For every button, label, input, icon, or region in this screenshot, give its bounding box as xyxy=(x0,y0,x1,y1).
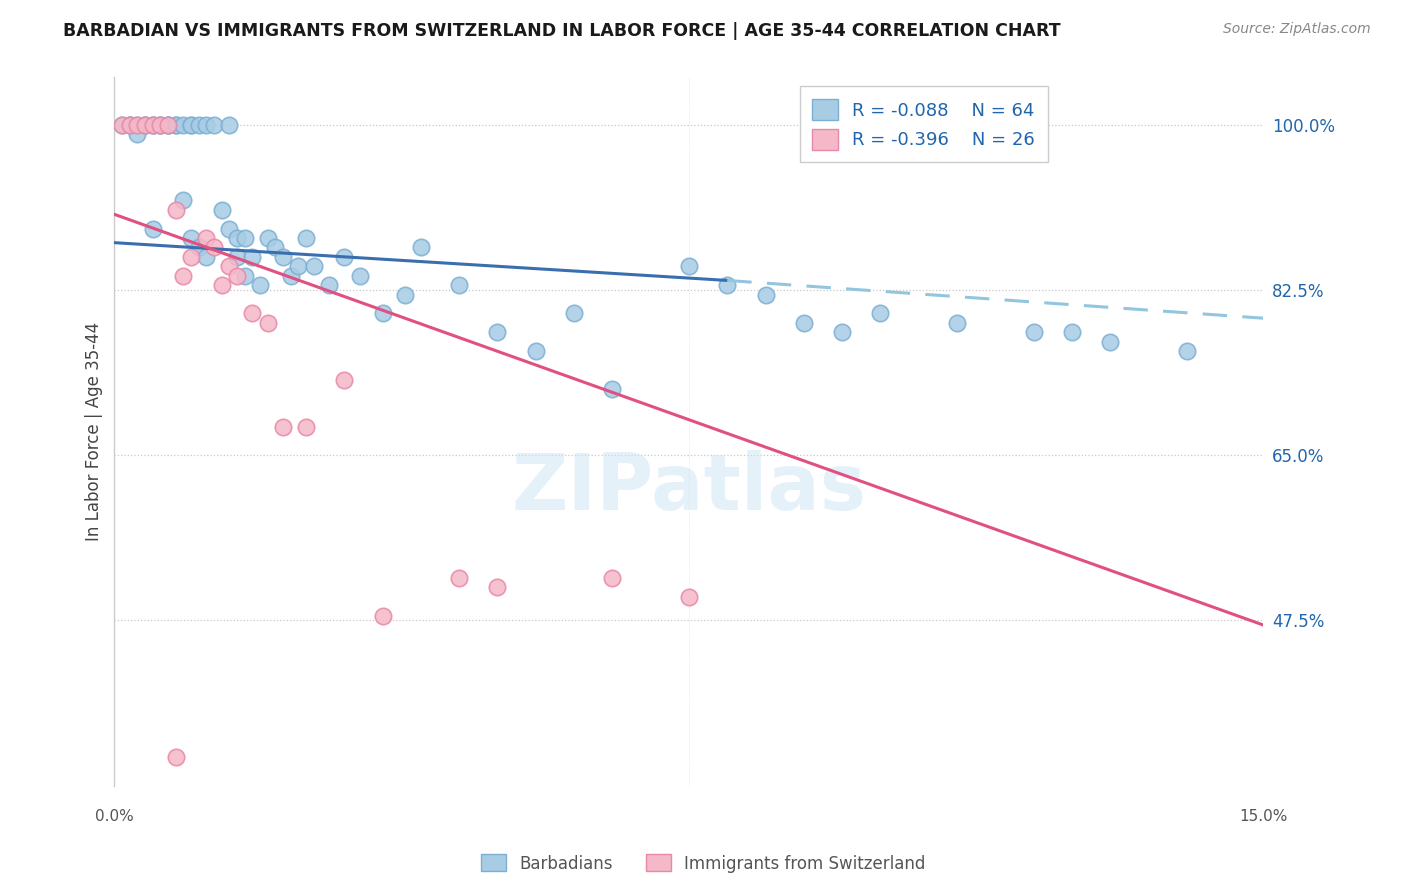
Point xyxy=(118,118,141,132)
Point xyxy=(349,268,371,283)
Point xyxy=(165,202,187,217)
Point xyxy=(157,118,180,132)
Point xyxy=(218,260,240,274)
Point xyxy=(172,268,194,283)
Point xyxy=(134,118,156,132)
Point xyxy=(793,316,815,330)
Point xyxy=(142,118,165,132)
Point xyxy=(165,118,187,132)
Point xyxy=(127,118,149,132)
Point xyxy=(226,250,249,264)
Point xyxy=(240,306,263,320)
Point xyxy=(1022,326,1045,340)
Point xyxy=(195,118,218,132)
Point xyxy=(678,260,700,274)
Y-axis label: In Labor Force | Age 35-44: In Labor Force | Age 35-44 xyxy=(86,322,103,541)
Point xyxy=(195,231,218,245)
Point xyxy=(226,268,249,283)
Point xyxy=(302,260,325,274)
Point xyxy=(218,221,240,235)
Point xyxy=(287,260,309,274)
Point xyxy=(562,306,585,320)
Point xyxy=(256,231,278,245)
Point xyxy=(134,118,156,132)
Point xyxy=(149,118,172,132)
Point xyxy=(678,590,700,604)
Point xyxy=(449,571,471,585)
Point xyxy=(226,231,249,245)
Point xyxy=(127,118,149,132)
Point xyxy=(295,419,318,434)
Point xyxy=(486,326,509,340)
Point xyxy=(486,580,509,594)
Point xyxy=(187,118,209,132)
Point xyxy=(202,118,225,132)
Point xyxy=(1060,326,1083,340)
Point xyxy=(318,278,340,293)
Point xyxy=(409,240,432,254)
Point xyxy=(602,382,624,396)
Point xyxy=(187,240,209,254)
Point xyxy=(118,118,141,132)
Point xyxy=(118,118,141,132)
Point xyxy=(449,278,471,293)
Point xyxy=(333,250,356,264)
Point xyxy=(180,118,202,132)
Legend: Barbadians, Immigrants from Switzerland: Barbadians, Immigrants from Switzerland xyxy=(474,847,932,880)
Point xyxy=(149,118,172,132)
Point xyxy=(716,278,738,293)
Point xyxy=(333,373,356,387)
Point xyxy=(831,326,853,340)
Point xyxy=(172,193,194,207)
Point xyxy=(869,306,891,320)
Point xyxy=(394,287,416,301)
Point xyxy=(233,268,256,283)
Point xyxy=(1099,334,1122,349)
Point xyxy=(211,202,233,217)
Point xyxy=(211,278,233,293)
Point xyxy=(180,231,202,245)
Point xyxy=(271,419,294,434)
Text: 15.0%: 15.0% xyxy=(1239,809,1288,824)
Point xyxy=(233,231,256,245)
Point xyxy=(157,118,180,132)
Point xyxy=(165,750,187,764)
Point xyxy=(1175,344,1198,359)
Text: BARBADIAN VS IMMIGRANTS FROM SWITZERLAND IN LABOR FORCE | AGE 35-44 CORRELATION : BARBADIAN VS IMMIGRANTS FROM SWITZERLAND… xyxy=(63,22,1062,40)
Point xyxy=(371,608,394,623)
Point xyxy=(602,571,624,585)
Point xyxy=(946,316,969,330)
Point xyxy=(295,231,318,245)
Point xyxy=(754,287,776,301)
Point xyxy=(218,118,240,132)
Point xyxy=(172,118,194,132)
Point xyxy=(127,127,149,141)
Point xyxy=(142,118,165,132)
Point xyxy=(165,118,187,132)
Text: 0.0%: 0.0% xyxy=(96,809,134,824)
Point xyxy=(195,250,218,264)
Point xyxy=(249,278,271,293)
Point xyxy=(134,118,156,132)
Text: Source: ZipAtlas.com: Source: ZipAtlas.com xyxy=(1223,22,1371,37)
Point xyxy=(157,118,180,132)
Point xyxy=(180,250,202,264)
Legend: R = -0.088    N = 64, R = -0.396    N = 26: R = -0.088 N = 64, R = -0.396 N = 26 xyxy=(800,87,1047,162)
Point xyxy=(271,250,294,264)
Point xyxy=(142,221,165,235)
Point xyxy=(280,268,302,283)
Point xyxy=(240,250,263,264)
Point xyxy=(142,118,165,132)
Point xyxy=(264,240,287,254)
Point xyxy=(256,316,278,330)
Point xyxy=(111,118,134,132)
Point xyxy=(524,344,547,359)
Point xyxy=(371,306,394,320)
Point xyxy=(111,118,134,132)
Text: ZIPatlas: ZIPatlas xyxy=(512,450,866,526)
Point xyxy=(149,118,172,132)
Point xyxy=(180,118,202,132)
Point xyxy=(202,240,225,254)
